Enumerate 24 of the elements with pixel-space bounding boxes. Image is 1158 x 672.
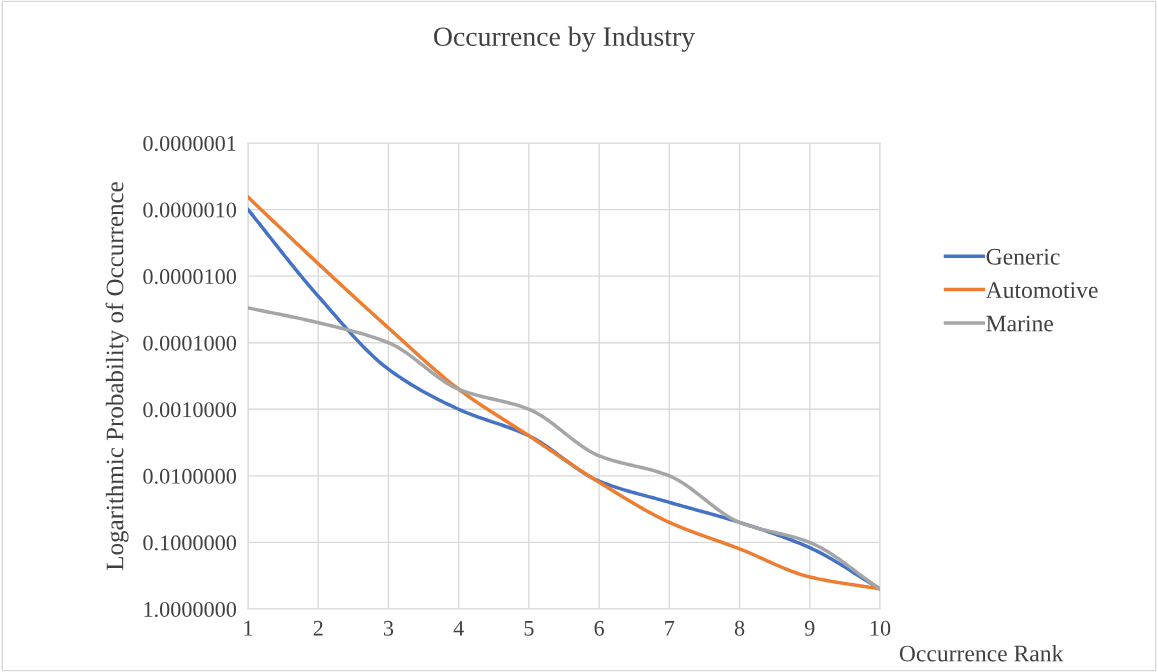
y-tick-label: 0.0100000 (143, 468, 237, 484)
y-tick-label: 0.0000100 (143, 269, 237, 285)
x-tick-label: 9 (804, 620, 815, 636)
legend-label: Automotive (985, 282, 1098, 299)
x-tick-label: 8 (734, 620, 745, 636)
x-tick-label: 2 (313, 620, 323, 636)
x-tick-label: 10 (870, 620, 891, 636)
y-tick-label: 0.1000000 (143, 535, 237, 551)
x-tick-label: 5 (524, 620, 534, 636)
legend-label: Marine (986, 315, 1053, 332)
x-tick-label: 1 (244, 620, 253, 636)
x-tick-label: 7 (665, 620, 675, 636)
legend-label: Generic (986, 248, 1060, 265)
y-tick-label: 1.0000000 (144, 601, 237, 618)
y-tick-label: 0.0001000 (143, 335, 237, 351)
x-axis-title: Occurrence Rank (899, 644, 1064, 662)
x-tick-label: 4 (453, 620, 464, 636)
x-tick-label: 6 (594, 620, 604, 636)
y-tick-label: 0.0010000 (143, 402, 237, 418)
y-tick-label: 0.0000010 (143, 202, 237, 218)
y-axis-title: Logarithmic Probability of Occurrence (105, 182, 129, 570)
chart-title: Occurrence by Industry (434, 26, 696, 52)
y-tick-label: 0.0000001 (143, 135, 236, 152)
x-tick-label: 3 (383, 620, 394, 636)
